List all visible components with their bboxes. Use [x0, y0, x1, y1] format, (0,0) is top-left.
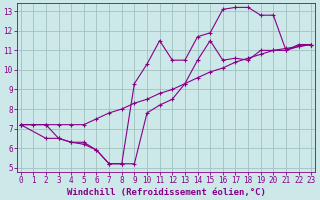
X-axis label: Windchill (Refroidissement éolien,°C): Windchill (Refroidissement éolien,°C)	[67, 188, 265, 197]
